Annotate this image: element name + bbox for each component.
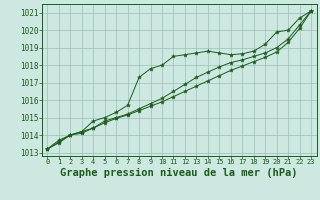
X-axis label: Graphe pression niveau de la mer (hPa): Graphe pression niveau de la mer (hPa) — [60, 168, 298, 178]
